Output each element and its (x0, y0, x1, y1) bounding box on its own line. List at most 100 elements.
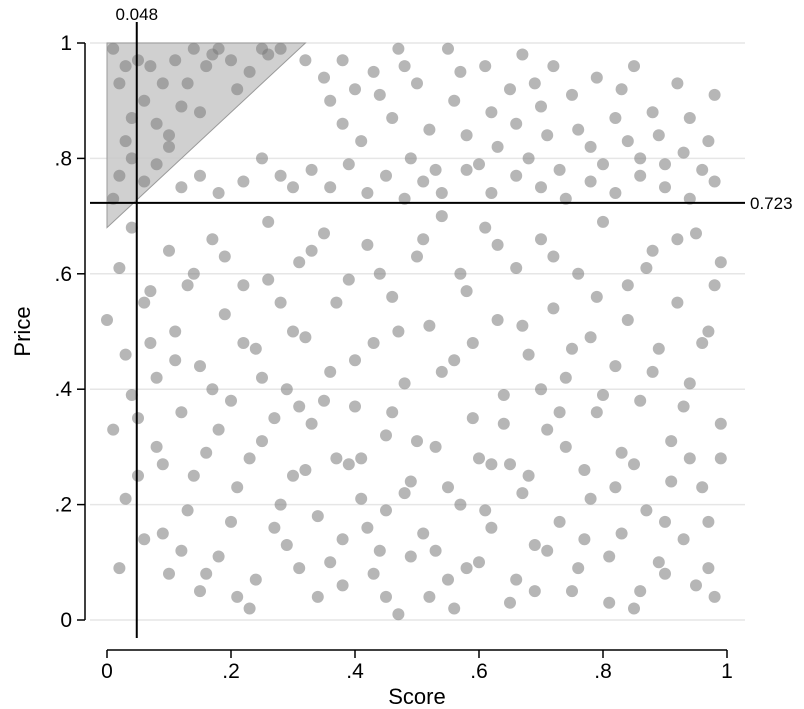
data-point (113, 562, 126, 575)
data-point (392, 42, 405, 55)
data-point (646, 365, 659, 378)
data-point (150, 440, 163, 453)
data-point (621, 135, 634, 148)
data-point (677, 533, 690, 546)
data-point (237, 175, 250, 188)
data-point (479, 504, 492, 517)
data-point (144, 60, 157, 73)
data-point (590, 406, 603, 419)
data-point (584, 331, 597, 344)
data-point (380, 590, 392, 603)
data-point (262, 215, 275, 228)
data-point (150, 117, 163, 130)
data-point (609, 481, 622, 494)
data-point (659, 158, 671, 171)
data-point (652, 342, 665, 355)
data-point (336, 117, 349, 130)
data-point (466, 337, 479, 349)
data-point (138, 296, 151, 309)
data-point (225, 394, 237, 407)
data-point (683, 377, 696, 390)
data-point (590, 71, 603, 84)
data-point (510, 573, 523, 586)
data-point (541, 129, 554, 142)
data-point (324, 181, 337, 194)
data-point (683, 452, 696, 465)
x-tick-label: .4 (346, 660, 364, 683)
data-point (243, 602, 256, 615)
data-point (361, 238, 374, 251)
data-point (690, 227, 702, 240)
data-point (249, 573, 262, 586)
data-point (404, 550, 417, 563)
data-point (547, 250, 560, 263)
data-point (702, 135, 715, 148)
data-point (708, 175, 721, 188)
data-point (708, 590, 721, 603)
data-point (218, 308, 231, 321)
data-point (516, 319, 529, 332)
data-point (194, 585, 206, 598)
data-point (206, 233, 219, 246)
data-point (597, 215, 609, 228)
data-point (448, 94, 461, 107)
data-point (652, 129, 665, 142)
data-point (373, 544, 386, 557)
data-point (677, 146, 690, 159)
data-point (212, 423, 225, 436)
data-point (683, 112, 696, 124)
data-point (510, 117, 523, 130)
data-point (578, 533, 591, 546)
data-point (553, 515, 566, 528)
data-point (671, 296, 684, 309)
data-point (423, 123, 436, 136)
data-point (485, 458, 498, 471)
data-point (714, 256, 727, 269)
data-point (268, 521, 281, 534)
data-point (107, 423, 120, 436)
data-point (113, 262, 126, 274)
data-point (454, 65, 467, 78)
data-point (609, 187, 622, 199)
data-point (373, 88, 386, 101)
data-point (398, 377, 411, 390)
data-point (392, 325, 405, 338)
data-point (163, 129, 175, 142)
data-point (194, 169, 206, 182)
data-point (603, 596, 616, 609)
data-point (231, 481, 244, 494)
data-point (714, 417, 727, 430)
x-tick-label: .2 (222, 660, 240, 683)
data-point (559, 440, 572, 453)
data-point (349, 400, 361, 413)
data-point (380, 504, 392, 517)
data-point (454, 267, 467, 280)
data-point (621, 279, 634, 292)
data-point (132, 412, 144, 425)
data-point (318, 394, 330, 407)
data-point (280, 383, 293, 396)
y-tick-label: .2 (54, 494, 72, 517)
data-point (212, 42, 225, 55)
data-point (380, 169, 392, 182)
data-point (665, 475, 678, 488)
data-point (305, 163, 318, 176)
data-point (249, 342, 262, 355)
data-point (714, 452, 727, 465)
data-point (342, 458, 355, 471)
data-point (417, 527, 430, 540)
data-point (125, 112, 138, 124)
data-point (101, 314, 113, 326)
data-point (702, 562, 715, 575)
data-point (386, 406, 399, 419)
data-point (696, 163, 709, 176)
data-point (361, 521, 374, 534)
data-point (175, 544, 188, 557)
data-point (355, 135, 368, 148)
data-point (274, 169, 287, 182)
data-point (237, 337, 250, 349)
data-point (504, 458, 516, 471)
data-point (262, 273, 275, 286)
y-axis-ticks: 0 .2 .4 .6 .8 1 (54, 32, 85, 632)
data-point (243, 65, 256, 78)
